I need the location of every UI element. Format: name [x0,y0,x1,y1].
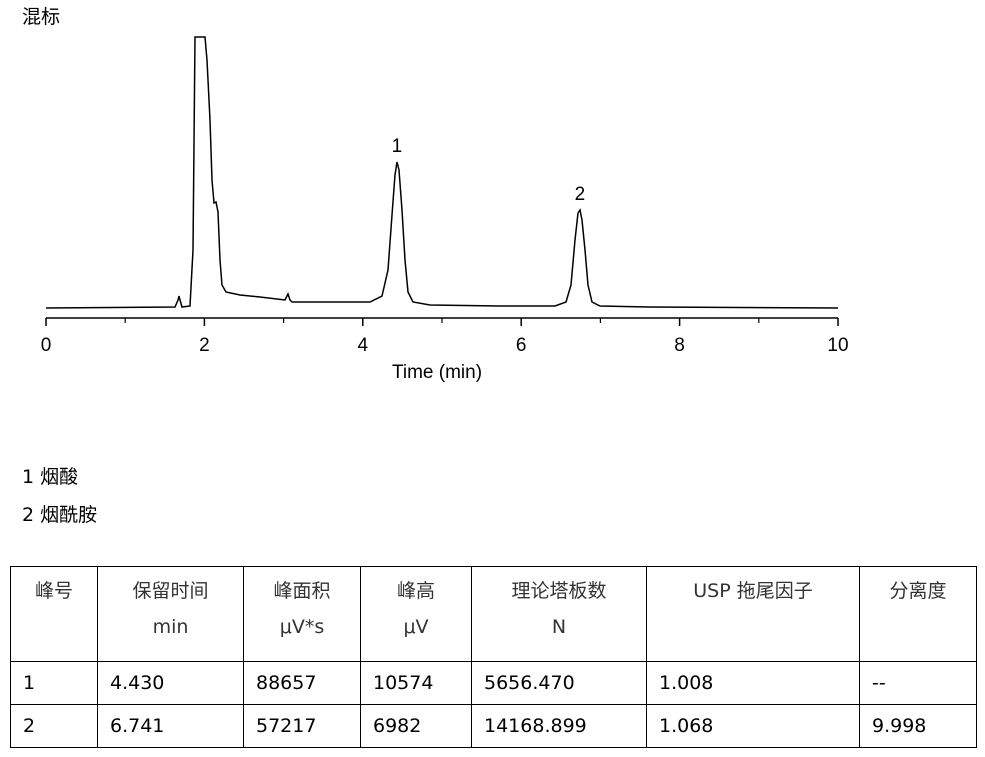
header-cell: USP 拖尾因子 [646,566,860,662]
table-cell: 1.068 [646,704,860,748]
table-cell: -- [859,661,977,705]
header-text: N [551,616,567,638]
table-cell: 1 [10,661,98,705]
x-axis-label: Time (min) [392,362,482,383]
x-tick-label: 8 [674,335,685,356]
table-row: 2 6.741 57217 6982 14168.899 1.068 9.998 [10,704,977,748]
legend-entry: 2 烟酰胺 [22,504,98,526]
header-text: 峰号 [34,580,73,602]
header-text: 峰面积 [273,580,331,602]
chromatogram-trace [45,36,839,309]
legend-entry: 1 烟酸 [22,466,79,488]
x-tick-label: 2 [199,335,210,356]
x-tick-label: 0 [41,335,52,356]
table-cell: 57217 [243,704,361,748]
table-cell: 6982 [360,704,472,748]
table-cell: 6.741 [97,704,244,748]
header-text: min [152,616,189,638]
header-cell: 分离度 [859,566,977,662]
header-text: μV*s [279,616,325,638]
table-cell: 10574 [360,661,472,705]
header-row: 峰号 保留时间 min 峰面积 μV*s 峰高 μV 理论塔板数 N USP 拖尾因子 分离度 [10,566,977,662]
chart: 0 2 4 6 8 10 Time (min) 1 2 [41,36,849,383]
header-cell: 峰高 μV [360,566,472,662]
x-tick-label: 10 [827,335,848,356]
header-text: μV [403,616,429,638]
table-cell: 88657 [243,661,361,705]
peak-label: 2 [575,184,586,205]
table-cell: 9.998 [859,704,977,748]
header-text: 保留时间 [132,580,209,602]
table-cell: 4.430 [97,661,244,705]
header-cell: 保留时间 min [97,566,244,662]
table-cell: 5656.470 [471,661,647,705]
table-row: 1 4.430 88657 10574 5656.470 1.008 -- [10,661,977,705]
header-text: USP 拖尾因子 [693,580,813,602]
header-text: 峰高 [396,580,435,602]
header-cell: 峰面积 μV*s [243,566,361,662]
peak-label: 1 [392,136,403,157]
header-cell: 峰号 [10,566,98,662]
title: 混标 [22,6,61,28]
table-cell: 14168.899 [471,704,647,748]
x-tick-label: 6 [516,335,527,356]
x-tick-label: 4 [358,335,369,356]
table-cell: 2 [10,704,98,748]
header-cell: 理论塔板数 N [471,566,647,662]
data-table: 峰号 保留时间 min 峰面积 μV*s 峰高 μV 理论塔板数 N USP 拖尾因子 分离度 1 4.… [10,566,977,748]
table-cell: 1.008 [646,661,860,705]
header-text: 分离度 [889,580,947,602]
header-text: 理论塔板数 [511,580,607,602]
